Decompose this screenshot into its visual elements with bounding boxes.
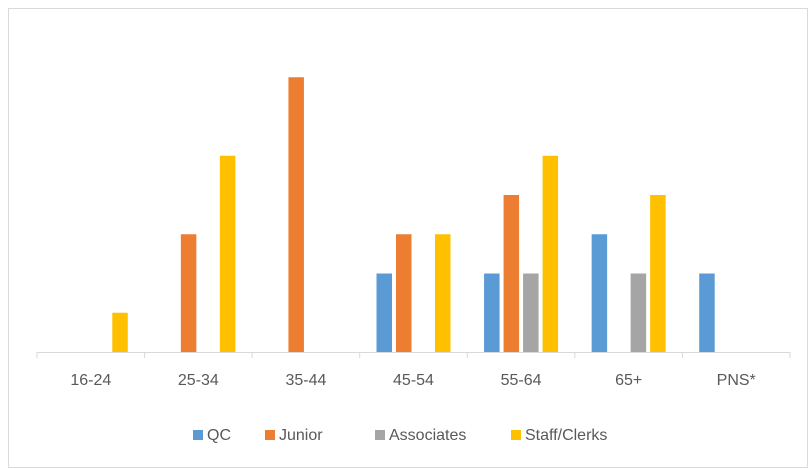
bar bbox=[396, 234, 412, 352]
bar bbox=[630, 273, 647, 352]
x-tick-label: 35-44 bbox=[285, 372, 326, 389]
x-tick-label: 55-64 bbox=[501, 372, 542, 389]
legend-label: Staff/Clerks bbox=[525, 427, 607, 444]
bar bbox=[503, 195, 520, 352]
bar bbox=[112, 312, 128, 352]
legend-swatch bbox=[265, 430, 275, 440]
bar bbox=[376, 273, 392, 352]
bar bbox=[180, 234, 197, 352]
x-tick-label: 16-24 bbox=[70, 372, 111, 389]
bar bbox=[435, 234, 451, 352]
legend-label: Associates bbox=[389, 427, 466, 444]
x-tick-label: 65+ bbox=[615, 372, 642, 389]
bar bbox=[523, 273, 539, 352]
legend-swatch bbox=[375, 430, 385, 440]
x-tick-label: 25-34 bbox=[178, 372, 219, 389]
legend-label: Junior bbox=[279, 427, 323, 444]
legend-swatch bbox=[193, 430, 203, 440]
legend-label: QC bbox=[207, 427, 231, 444]
x-tick-label: 45-54 bbox=[393, 372, 434, 389]
bar bbox=[699, 273, 715, 352]
bar bbox=[219, 155, 236, 352]
x-tick-label: PNS* bbox=[717, 372, 756, 389]
bar bbox=[288, 77, 304, 352]
bar bbox=[484, 273, 500, 352]
bar bbox=[591, 234, 608, 352]
bar bbox=[650, 195, 666, 352]
legend-swatch bbox=[511, 430, 521, 440]
bar bbox=[542, 155, 559, 352]
